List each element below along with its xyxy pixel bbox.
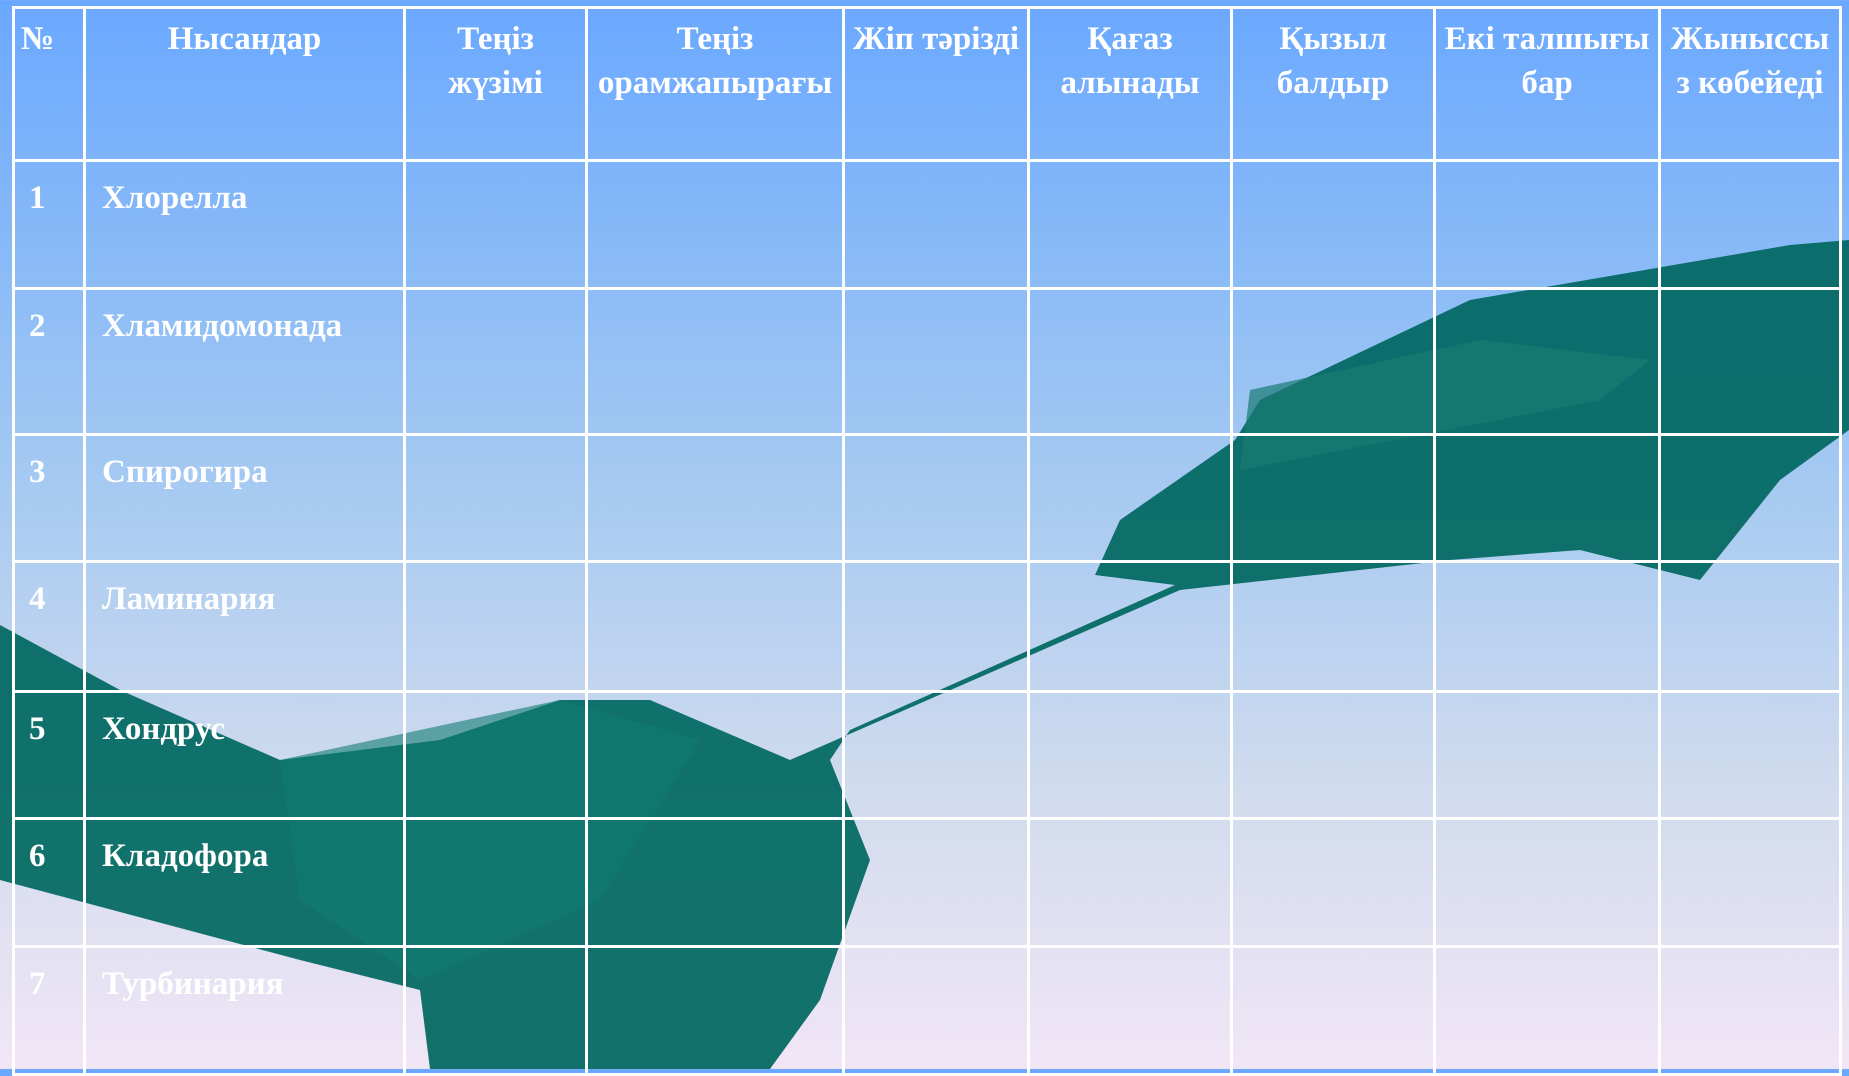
empty-cell [1027,560,1233,693]
empty-cell [1658,816,1842,948]
empty-cell [1027,287,1233,437]
empty-cell [1027,689,1233,820]
empty-cell [1433,158,1661,291]
empty-cell [1433,287,1661,437]
empty-cell [403,158,588,291]
empty-cell [585,689,845,820]
table-row: 6 Кладофора [12,816,1842,948]
empty-cell [585,287,845,437]
row-name: Хондрус [83,689,406,820]
empty-cell [842,689,1030,820]
empty-cell [1027,944,1233,1076]
empty-cell [403,816,588,948]
empty-cell [1230,816,1436,948]
row-number: 1 [12,158,86,291]
empty-cell [842,433,1030,564]
table-row: 7 Турбинария [12,944,1842,1076]
row-number: 4 [12,560,86,693]
table-row: 1 Хлорелла [12,158,1842,291]
empty-cell [1658,689,1842,820]
empty-cell [1658,433,1842,564]
header-cell: Теңіз орамжапырағы [585,6,845,162]
empty-cell [403,689,588,820]
empty-cell [1027,433,1233,564]
empty-cell [1230,689,1436,820]
empty-cell [1027,158,1233,291]
empty-cell [585,560,845,693]
header-cell: Қағаз алынады [1027,6,1233,162]
empty-cell [1433,944,1661,1076]
empty-cell [585,816,845,948]
algae-table: № Нысандар Теңіз жүзімі Теңіз орамжапырағы Ж… [12,6,1842,1076]
empty-cell [403,287,588,437]
row-name: Кладофора [83,816,406,948]
empty-cell [1433,433,1661,564]
empty-cell [1658,158,1842,291]
row-number: 7 [12,944,86,1076]
header-cell: Қызыл балдыр [1230,6,1436,162]
empty-cell [403,433,588,564]
table-row: 2 Хламидомонада [12,287,1842,437]
empty-cell [1027,816,1233,948]
empty-cell [1230,158,1436,291]
row-name: Хлорелла [83,158,406,291]
row-number: 5 [12,689,86,820]
empty-cell [1230,433,1436,564]
table-row: 3 Спирогира [12,433,1842,564]
header-cell: № [12,6,86,162]
empty-cell [1230,944,1436,1076]
empty-cell [1230,287,1436,437]
row-number: 2 [12,287,86,437]
row-name: Турбинария [83,944,406,1076]
header-cell: Екі талшығы бар [1433,6,1661,162]
row-name: Ламинария [83,560,406,693]
empty-cell [842,816,1030,948]
row-number: 6 [12,816,86,948]
empty-cell [1230,560,1436,693]
header-cell: Жіп тәрізді [842,6,1030,162]
table-row: 5 Хондрус [12,689,1842,820]
empty-cell [1433,689,1661,820]
header-cell: Теңіз жүзімі [403,6,588,162]
empty-cell [585,158,845,291]
table-row: 4 Ламинария [12,560,1842,693]
empty-cell [585,433,845,564]
empty-cell [842,287,1030,437]
empty-cell [1658,560,1842,693]
empty-cell [1433,816,1661,948]
empty-cell [403,560,588,693]
header-cell: Нысандар [83,6,406,162]
empty-cell [1433,560,1661,693]
empty-cell [585,944,845,1076]
empty-cell [403,944,588,1076]
row-name: Хламидомонада [83,287,406,437]
empty-cell [842,560,1030,693]
header-cell: Жыныссыз көбейеді [1658,6,1842,162]
empty-cell [842,944,1030,1076]
row-number: 3 [12,433,86,564]
empty-cell [842,158,1030,291]
empty-cell [1658,944,1842,1076]
row-name: Спирогира [83,433,406,564]
empty-cell [1658,287,1842,437]
